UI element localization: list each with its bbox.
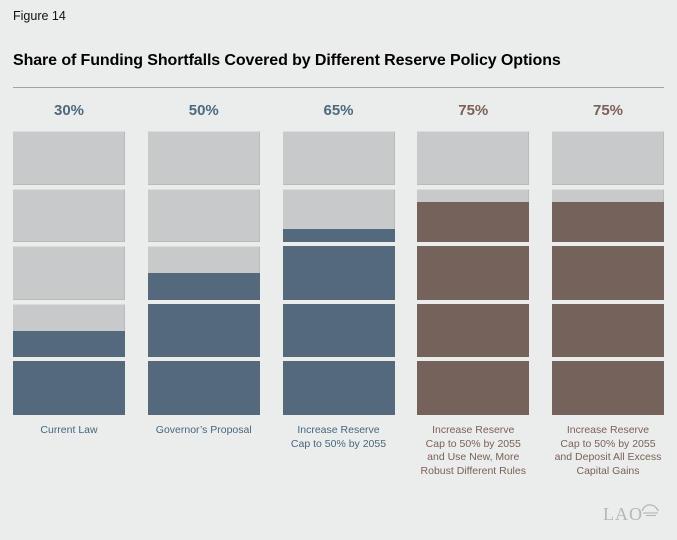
- column-percent-label: 30%: [53, 102, 85, 119]
- block-fill: [417, 361, 530, 415]
- block-fill: [282, 303, 395, 358]
- block: [417, 246, 530, 300]
- block: [552, 303, 664, 358]
- block: [13, 361, 125, 415]
- block: [282, 303, 395, 358]
- block: [552, 188, 664, 243]
- block: [147, 361, 260, 415]
- block-fill: [552, 303, 664, 358]
- lao-bear-icon: [640, 502, 660, 523]
- block-fill: [552, 361, 664, 415]
- chart-column-5: 75% Increase Reserve Cap to 50% by 2055 and…: [552, 100, 664, 479]
- chart-column-4: 75% Increase Reserve Cap to 50% by 2055 and…: [417, 100, 530, 479]
- block: [147, 303, 260, 358]
- block-fill: [417, 202, 530, 243]
- column-percent-label: 50%: [188, 102, 219, 119]
- block: [552, 361, 664, 415]
- block: [552, 246, 664, 300]
- block-fill: [282, 361, 395, 415]
- title-divider: [13, 87, 664, 88]
- block: [13, 303, 125, 358]
- block-fill: [147, 272, 260, 300]
- block-fill: [282, 228, 395, 243]
- block-fill: [13, 361, 125, 415]
- chart-column-3: 65% Increase Reserve Cap to 50% by 2055: [282, 100, 395, 479]
- block: [13, 246, 125, 300]
- block: [147, 246, 260, 300]
- block-fill: [552, 246, 664, 300]
- block: [417, 131, 530, 185]
- block-fill: [417, 303, 530, 358]
- block-fill: [417, 246, 530, 300]
- block: [282, 131, 395, 185]
- block: [282, 246, 395, 300]
- block: [282, 361, 395, 415]
- block-stack: [282, 131, 395, 415]
- block-stack: [417, 131, 530, 415]
- block: [13, 131, 125, 185]
- block-fill: [13, 330, 125, 358]
- column-label: Increase Reserve Cap to 50% by 2055 and De…: [554, 424, 662, 477]
- block-fill: [147, 361, 260, 415]
- column-label: Current Law: [40, 424, 98, 436]
- column-percent-label: 75%: [458, 102, 489, 119]
- block: [147, 188, 260, 243]
- column-percent-label: 65%: [323, 102, 354, 119]
- lao-logo-text: LAO: [603, 504, 643, 524]
- column-percent-label: 75%: [592, 102, 624, 119]
- block: [417, 361, 530, 415]
- column-label: Governor’s Proposal: [155, 424, 252, 436]
- column-label: Increase Reserve Cap to 50% by 2055: [290, 424, 387, 450]
- block: [147, 131, 260, 185]
- block: [417, 188, 530, 243]
- block-stack: [552, 131, 664, 415]
- block-stack: [13, 131, 125, 415]
- block: [417, 303, 530, 358]
- block: [282, 188, 395, 243]
- chart-column-1: 30% Current Law: [13, 100, 125, 479]
- block-fill: [147, 303, 260, 358]
- block-column-chart: 30% Current Law 50% Governor’s Proposal 65% I…: [13, 100, 664, 479]
- lao-logo: LAO: [603, 502, 660, 523]
- block-fill: [282, 246, 395, 300]
- block: [552, 131, 664, 185]
- figure-number: Figure 14: [13, 9, 66, 23]
- block-fill: [552, 202, 664, 243]
- block: [13, 188, 125, 243]
- chart-title: Share of Funding Shortfalls Covered by D…: [13, 52, 561, 69]
- column-label: Increase Reserve Cap to 50% by 2055 and Us…: [420, 424, 526, 477]
- block-stack: [147, 131, 260, 415]
- chart-column-2: 50% Governor’s Proposal: [147, 100, 260, 479]
